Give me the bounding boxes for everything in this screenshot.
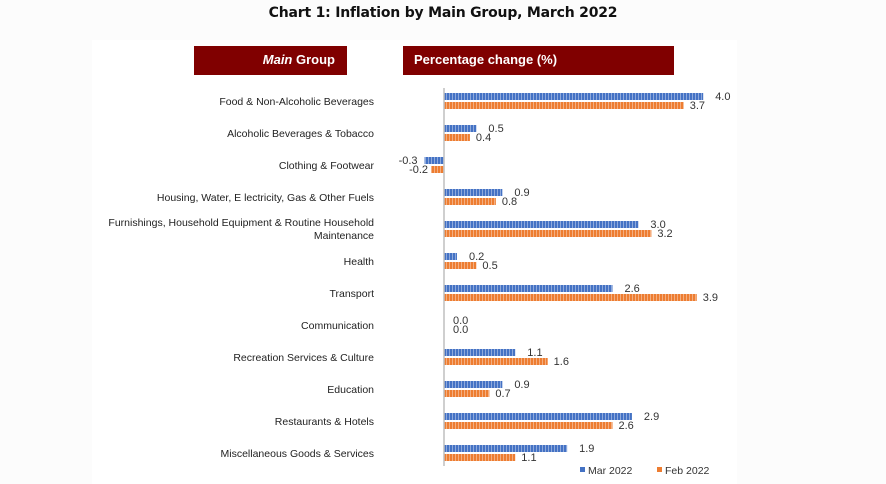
- bar-feb-2022: [444, 198, 496, 205]
- legend: Mar 2022 Feb 2022: [580, 465, 710, 477]
- bar-mar-2022: [444, 221, 638, 228]
- category-label: Communication: [301, 320, 374, 332]
- bar-mar-2022: [444, 349, 515, 356]
- value-label-mar-2022: 2.9: [644, 411, 659, 423]
- value-label-feb-2022: 0.4: [476, 132, 491, 144]
- bar-feb-2022: [444, 262, 476, 269]
- category-label: Clothing & Footwear: [279, 160, 375, 172]
- bar-mar-2022: [444, 253, 457, 260]
- value-label-mar-2022: 1.9: [579, 443, 594, 455]
- category-label: Miscellaneous Goods & Services: [221, 448, 375, 460]
- category-label: Furnishings, Household Equipment & Routi…: [108, 217, 374, 242]
- category-label: Restaurants & Hotels: [275, 416, 374, 428]
- bar-feb-2022: [431, 166, 444, 173]
- value-label-feb-2022: 0.7: [495, 388, 510, 400]
- legend-swatch-mar-2022: [580, 467, 585, 472]
- bar-feb-2022: [444, 102, 684, 109]
- value-label-feb-2022: -0.2: [409, 164, 428, 176]
- bar-mar-2022: [444, 125, 476, 132]
- bar-mar-2022: [444, 93, 703, 100]
- bar-feb-2022: [444, 422, 612, 429]
- bar-mar-2022: [444, 285, 612, 292]
- bar-mar-2022: [444, 413, 632, 420]
- bar-mar-2022: [444, 445, 567, 452]
- value-label-mar-2022: 4.0: [715, 91, 730, 103]
- category-label: Transport: [329, 288, 374, 300]
- category-label: Health: [344, 256, 375, 268]
- value-label-feb-2022: 1.6: [554, 356, 569, 368]
- value-label-feb-2022: 0.0: [453, 324, 468, 336]
- legend-label-mar-2022: Mar 2022: [588, 465, 633, 477]
- value-label-feb-2022: 3.7: [690, 100, 705, 112]
- category-label: Alcoholic Beverages & Tobacco: [227, 128, 374, 140]
- bar-feb-2022: [444, 390, 489, 397]
- category-label: Education: [327, 384, 374, 396]
- bar-feb-2022: [444, 358, 548, 365]
- value-label-feb-2022: 3.9: [703, 292, 718, 304]
- category-label-line: Maintenance: [314, 230, 374, 242]
- bar-feb-2022: [444, 230, 651, 237]
- bar-feb-2022: [444, 134, 470, 141]
- bar-mar-2022: [444, 189, 502, 196]
- value-label-feb-2022: 2.6: [618, 420, 633, 432]
- category-label: Housing, Water, E lectricity, Gas & Othe…: [157, 192, 374, 204]
- bar-feb-2022: [444, 454, 515, 461]
- bar-feb-2022: [444, 294, 697, 301]
- bar-mar-2022: [425, 157, 444, 164]
- value-label-feb-2022: 3.2: [657, 228, 672, 240]
- legend-label-feb-2022: Feb 2022: [665, 465, 710, 477]
- value-label-feb-2022: 0.5: [482, 260, 497, 272]
- category-label-line: Furnishings, Household Equipment & Routi…: [108, 217, 374, 229]
- value-label-mar-2022: 1.1: [527, 347, 542, 359]
- value-label-mar-2022: 0.9: [514, 379, 529, 391]
- legend-swatch-feb-2022: [657, 467, 662, 472]
- category-label: Recreation Services & Culture: [233, 352, 374, 364]
- value-label-feb-2022: 0.8: [502, 196, 517, 208]
- value-label-mar-2022: 2.6: [624, 283, 639, 295]
- value-label-feb-2022: 1.1: [521, 452, 536, 464]
- category-label: Food & Non-Alcoholic Beverages: [219, 96, 374, 108]
- bar-mar-2022: [444, 381, 502, 388]
